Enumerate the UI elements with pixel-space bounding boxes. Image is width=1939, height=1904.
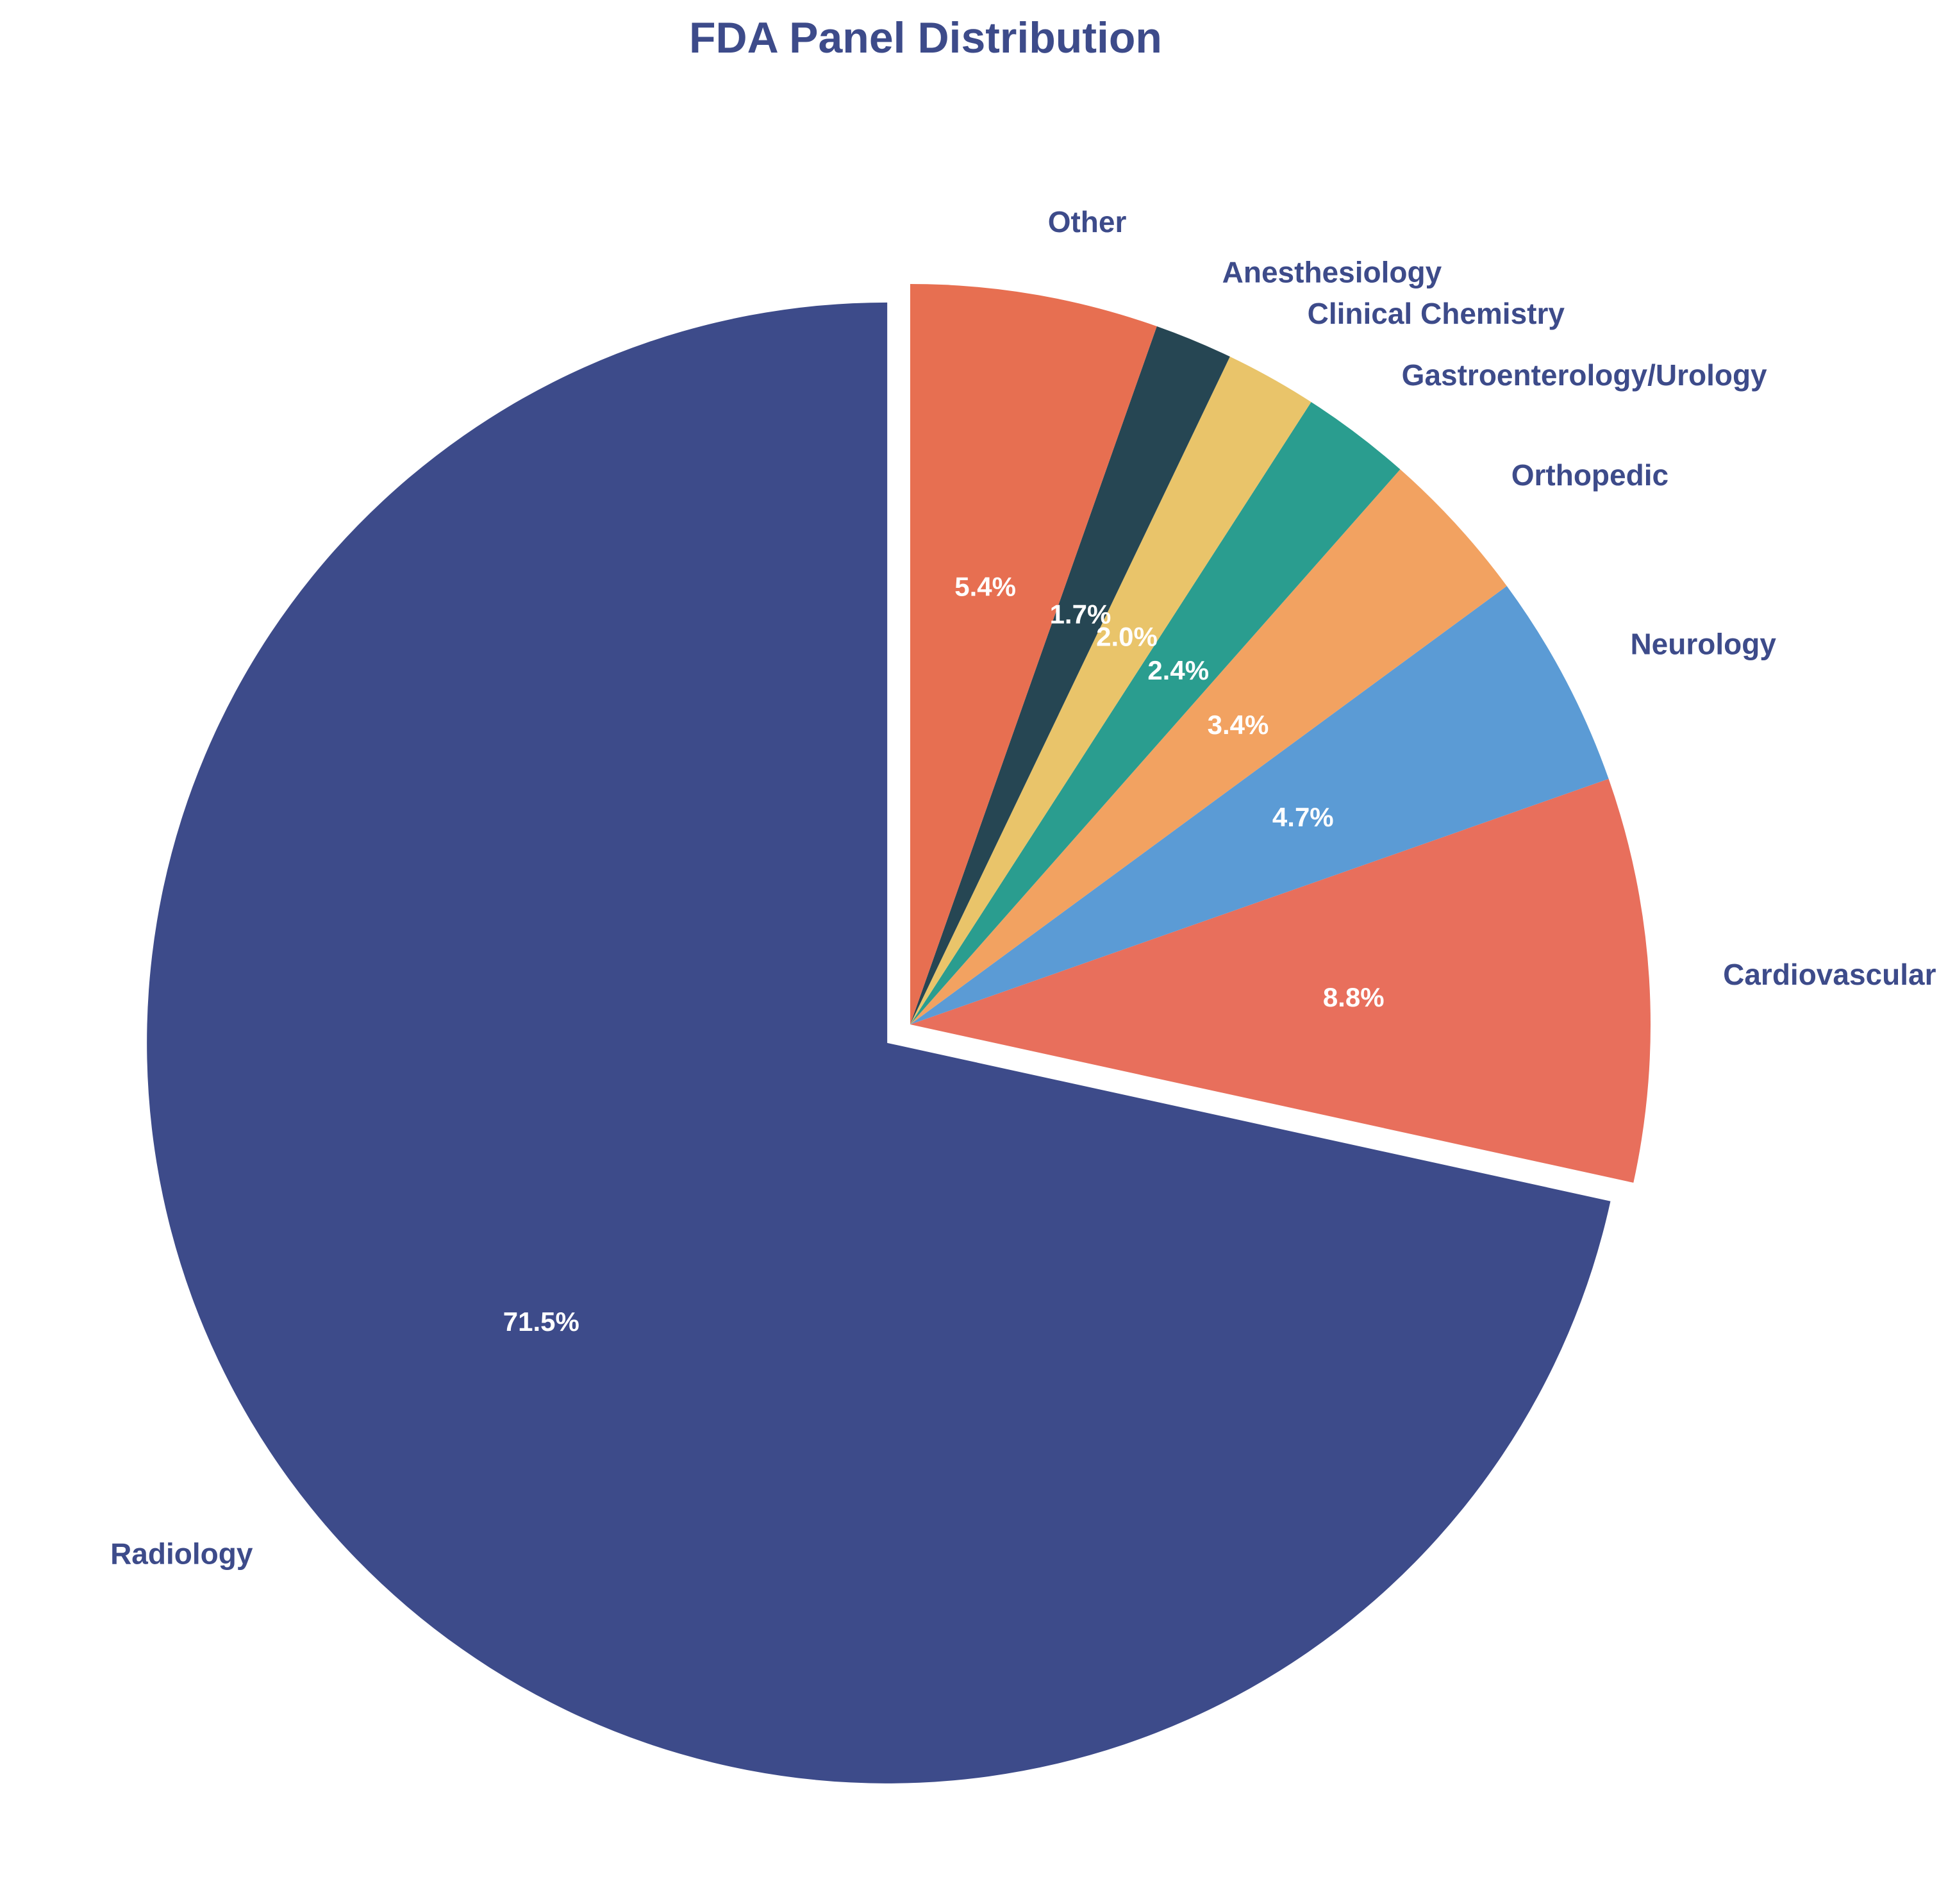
category-label-orthopedic: Orthopedic bbox=[1511, 458, 1669, 492]
slice-orthopedic bbox=[910, 469, 1507, 1024]
slice-other bbox=[910, 284, 1157, 1024]
percent-label-clinical-chemistry: 2.0% bbox=[1096, 622, 1158, 652]
category-label-clinical-chemistry: Clinical Chemistry bbox=[1308, 297, 1565, 330]
percent-label-radiology: 71.5% bbox=[503, 1307, 579, 1337]
percent-label-anesthesiology: 1.7% bbox=[1050, 599, 1111, 629]
chart-title: FDA Panel Distribution bbox=[689, 13, 1162, 62]
category-label-cardiovascular: Cardiovascular bbox=[1723, 958, 1936, 991]
category-label-neurology: Neurology bbox=[1630, 628, 1776, 661]
category-labels: Radiology Cardiovascular Neurology Orthoped… bbox=[110, 205, 1936, 1571]
slice-neurology bbox=[910, 586, 1609, 1024]
slice-anesthesiology bbox=[910, 326, 1230, 1024]
percent-label-orthopedic: 3.4% bbox=[1208, 710, 1269, 740]
category-label-gastroenterology-urology: Gastroenterology/Urology bbox=[1402, 358, 1767, 392]
percent-label-neurology: 4.7% bbox=[1272, 802, 1334, 832]
slice-gastroenterology-urology bbox=[910, 402, 1401, 1024]
category-label-other: Other bbox=[1048, 205, 1127, 238]
percent-labels: 71.5% 8.8% 4.7% 3.4% 2.4%2.0%1.7% 5.4% bbox=[503, 571, 1385, 1336]
category-label-radiology: Radiology bbox=[110, 1537, 253, 1570]
pie-slices bbox=[147, 284, 1651, 1783]
percent-label-gastroenterology-urology: 2.4% bbox=[1147, 655, 1209, 685]
category-label-anesthesiology: Anesthesiology bbox=[1222, 255, 1442, 288]
percent-label-cardiovascular: 8.8% bbox=[1323, 982, 1385, 1012]
percent-label-other: 5.4% bbox=[954, 571, 1016, 601]
slice-cardiovascular bbox=[910, 778, 1651, 1183]
slice-radiology bbox=[147, 302, 1611, 1783]
slice-clinical-chemistry bbox=[910, 356, 1311, 1024]
